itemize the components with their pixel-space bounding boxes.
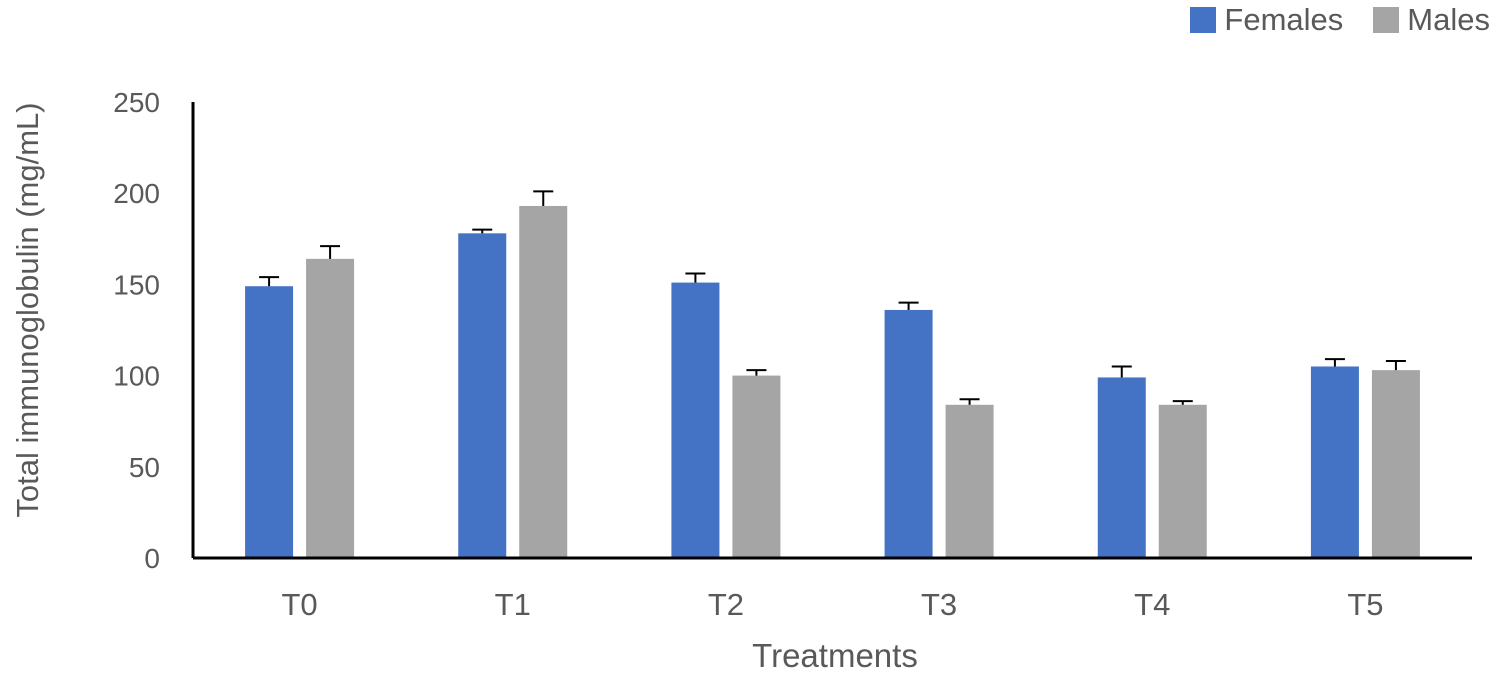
error-bars-layer: [259, 190, 1406, 405]
y-tick-label-150: 150: [113, 269, 160, 300]
bar-females-t4: [1097, 377, 1146, 558]
y-tick-label-0: 0: [144, 543, 160, 574]
x-tick-label-t4: T4: [1134, 587, 1170, 622]
bar-males-t2: [732, 375, 781, 558]
legend-label-males: Males: [1407, 2, 1490, 37]
x-axis-label: Treatments: [752, 637, 918, 674]
legend-swatch-females: [1190, 7, 1217, 33]
bar-males-t1: [519, 205, 568, 558]
legend-swatch-males: [1373, 7, 1400, 33]
axes-layer: [191, 102, 1472, 560]
y-tick-label-250: 250: [113, 87, 160, 118]
x-tick-label-t2: T2: [708, 587, 744, 622]
bars-layer: [245, 205, 1420, 558]
bar-females-t2: [671, 282, 720, 558]
bar-males-t5: [1371, 370, 1420, 558]
y-tick-label-50: 50: [129, 452, 160, 483]
bar-females-t5: [1310, 366, 1359, 558]
legend-item-females: Females: [1190, 2, 1343, 38]
x-tick-label-t5: T5: [1347, 587, 1383, 622]
y-tick-label-200: 200: [113, 178, 160, 209]
x-tick-label-t1: T1: [495, 587, 531, 622]
x-tick-label-t3: T3: [921, 587, 957, 622]
x-tick-label-t0: T0: [281, 587, 317, 622]
tick-labels-layer: T0 T1 T2 T3 T4 T5 0 50 100 150 200 250: [113, 87, 1383, 622]
bar-males-t3: [945, 404, 994, 558]
legend-label-females: Females: [1224, 2, 1344, 37]
bar-females-t1: [458, 233, 507, 558]
bar-females-t0: [245, 286, 294, 558]
bar-males-t0: [306, 258, 355, 558]
legend: Females Males: [1190, 2, 1490, 38]
legend-item-males: Males: [1373, 2, 1490, 38]
bar-females-t3: [884, 309, 933, 558]
y-tick-label-100: 100: [113, 361, 160, 392]
bar-males-t4: [1158, 404, 1207, 558]
y-axis-label: Total immunoglobulin (mg/mL): [10, 102, 45, 517]
